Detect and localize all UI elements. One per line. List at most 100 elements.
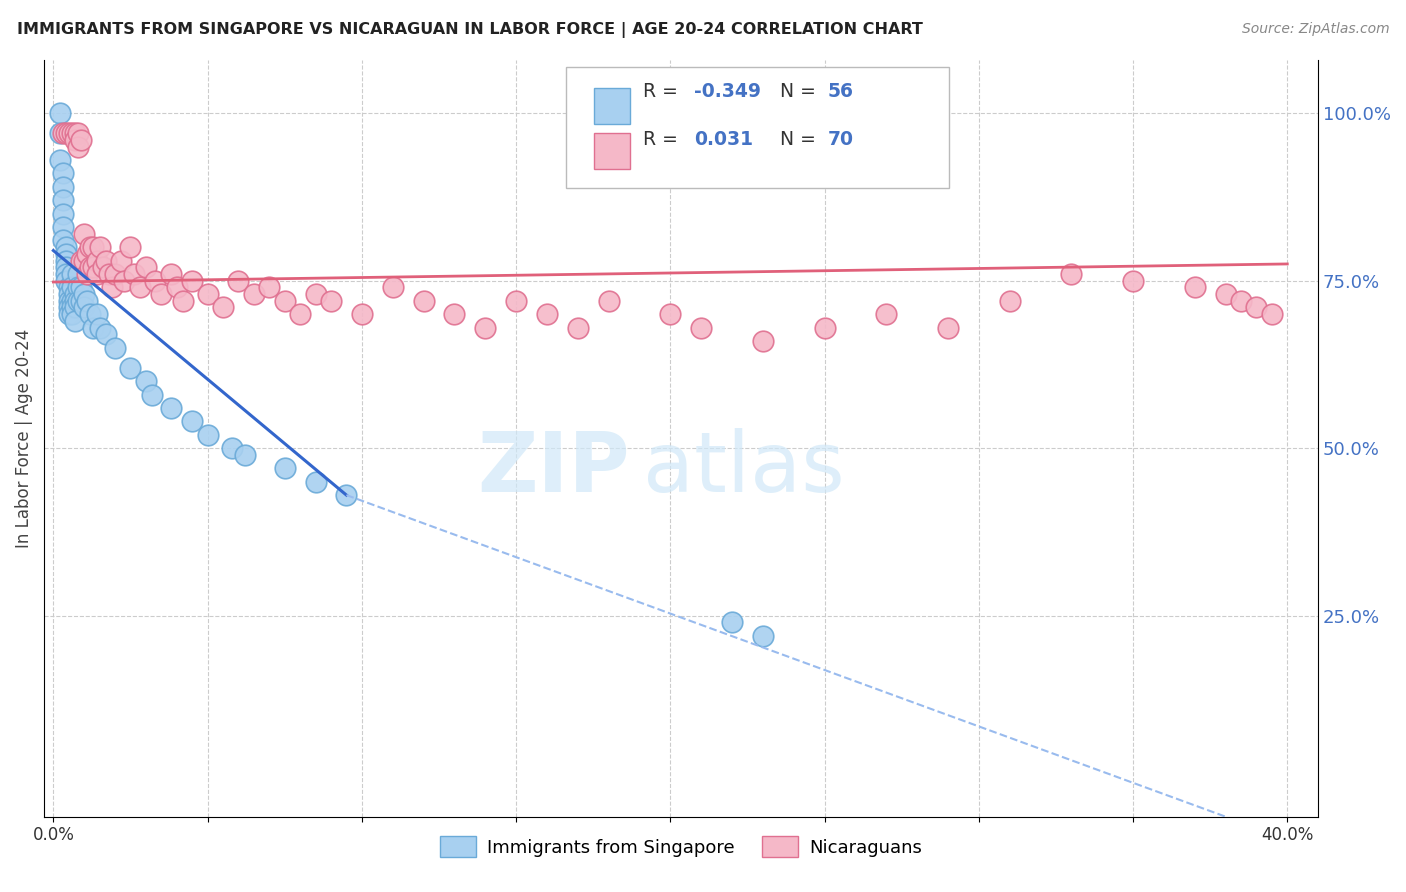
Point	[228, 274, 250, 288]
Point	[274, 293, 297, 308]
Point	[112, 274, 135, 288]
Point	[150, 287, 173, 301]
Point	[1122, 274, 1144, 288]
Point	[58, 280, 80, 294]
Text: N =: N =	[780, 82, 823, 101]
Point	[48, 126, 70, 140]
Text: -0.349: -0.349	[695, 82, 761, 101]
Point	[659, 307, 682, 321]
Point	[73, 287, 96, 301]
Point	[690, 320, 713, 334]
Text: 70: 70	[828, 129, 853, 149]
Point	[52, 126, 75, 140]
Point	[243, 287, 266, 301]
Point	[233, 448, 256, 462]
Point	[1060, 267, 1083, 281]
Point	[58, 287, 80, 301]
Text: Source: ZipAtlas.com: Source: ZipAtlas.com	[1241, 22, 1389, 37]
Point	[567, 320, 589, 334]
Point	[304, 475, 326, 489]
Point	[381, 280, 404, 294]
Point	[70, 293, 93, 308]
Point	[89, 320, 111, 334]
Point	[120, 360, 142, 375]
Point	[94, 253, 117, 268]
Point	[89, 240, 111, 254]
Text: R =: R =	[643, 82, 683, 101]
Point	[1246, 301, 1268, 315]
Point	[52, 180, 75, 194]
Point	[76, 247, 98, 261]
Point	[73, 227, 96, 241]
Point	[52, 234, 75, 248]
Text: 56: 56	[828, 82, 853, 101]
Point	[474, 320, 496, 334]
Point	[86, 267, 108, 281]
Point	[197, 427, 219, 442]
Point	[79, 240, 101, 254]
Point	[70, 133, 93, 147]
Point	[221, 441, 243, 455]
Point	[52, 220, 75, 235]
Point	[82, 260, 104, 275]
Point	[79, 307, 101, 321]
Text: R =: R =	[643, 129, 683, 149]
Y-axis label: In Labor Force | Age 20-24: In Labor Force | Age 20-24	[15, 328, 32, 548]
Point	[721, 615, 744, 630]
FancyBboxPatch shape	[595, 133, 630, 169]
Point	[73, 301, 96, 315]
Point	[536, 307, 558, 321]
Point	[172, 293, 194, 308]
Point	[135, 374, 157, 388]
Text: 0.031: 0.031	[695, 129, 752, 149]
Point	[813, 320, 835, 334]
Point	[86, 253, 108, 268]
Point	[67, 126, 90, 140]
Point	[288, 307, 311, 321]
Point	[350, 307, 373, 321]
Point	[120, 240, 142, 254]
Point	[97, 267, 120, 281]
Point	[55, 240, 77, 254]
Point	[110, 253, 132, 268]
Point	[181, 274, 204, 288]
Point	[274, 461, 297, 475]
Point	[55, 267, 77, 281]
Point	[60, 126, 83, 140]
FancyBboxPatch shape	[567, 67, 949, 188]
Point	[70, 280, 93, 294]
Point	[63, 133, 86, 147]
Point	[70, 253, 93, 268]
Point	[141, 387, 163, 401]
Point	[55, 260, 77, 275]
Point	[58, 126, 80, 140]
Point	[319, 293, 342, 308]
Point	[60, 280, 83, 294]
Point	[82, 240, 104, 254]
Text: atlas: atlas	[643, 428, 845, 509]
Point	[60, 307, 83, 321]
Point	[443, 307, 465, 321]
Point	[104, 267, 127, 281]
Point	[159, 401, 181, 415]
Point	[58, 293, 80, 308]
Point	[875, 307, 897, 321]
Point	[67, 280, 90, 294]
Point	[63, 301, 86, 315]
Point	[55, 274, 77, 288]
Point	[212, 301, 235, 315]
Point	[998, 293, 1021, 308]
Point	[58, 307, 80, 321]
Point	[48, 153, 70, 167]
Point	[181, 414, 204, 428]
Point	[76, 267, 98, 281]
Point	[752, 334, 775, 348]
Point	[94, 327, 117, 342]
Point	[412, 293, 434, 308]
Point	[335, 488, 357, 502]
Point	[143, 274, 166, 288]
Point	[505, 293, 527, 308]
Point	[128, 280, 150, 294]
Text: ZIP: ZIP	[478, 428, 630, 509]
Point	[60, 267, 83, 281]
